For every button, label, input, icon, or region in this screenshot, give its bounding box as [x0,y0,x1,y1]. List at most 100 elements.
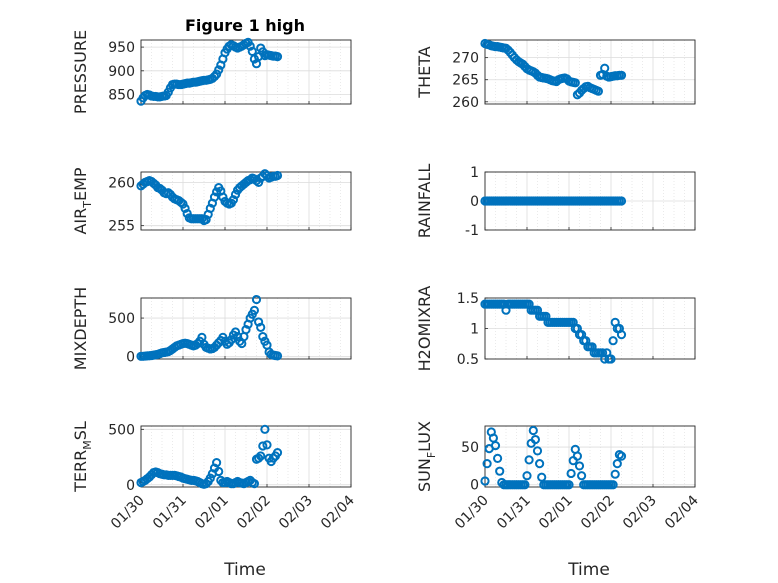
data-point [577,471,587,481]
x-tick-label: 02/04 [318,492,358,532]
subplot-sun-flux: 0 50 SUNFLUX 01/30 01/31 02/01 02/02 02/03 02/04 [415,421,702,532]
y-tick-label: 950 [108,40,135,56]
data-point [260,424,270,434]
x-tick-label: 02/03 [620,493,660,533]
axes-box [140,171,352,231]
data-point [228,195,238,205]
data-point [249,305,259,315]
data-point [532,446,543,456]
data-point [214,65,224,75]
x-tick-label: 01/31 [150,493,190,533]
data-point [537,472,547,482]
y-tick-label: 0 [126,350,135,366]
y-tick-label: 255 [108,219,135,235]
subplot-terr-msl: 0 500 TERRMSL 01/30 01/31 02/01 02/02 02/03 02/0… [71,421,358,532]
y-tick-label: 0 [470,194,479,210]
data-point [256,451,266,461]
data-point [272,51,283,62]
x-tick-label: 01/30 [108,493,148,533]
x-tick-label: 02/04 [662,492,702,532]
y-axis-label: RAINFALL [415,164,434,239]
data-point [214,466,224,477]
axes-box [484,297,696,360]
data-point [482,459,492,469]
data-point [249,479,259,489]
data-point [524,455,534,465]
data-point [606,354,616,364]
axes-box [140,297,352,360]
subplot-air-temp: 255 260 AIRTEMP [71,167,352,235]
subplot-pressure: 850 900 950 PRESSURE [71,30,352,114]
data-point [570,78,580,88]
y-axis-label: TERRMSL [71,421,94,493]
data-point [572,451,583,461]
y-axis-label: PRESSURE [71,30,90,114]
data-point [593,86,604,96]
data-point [535,459,545,469]
figure-title: Figure 1 high [185,16,305,35]
y-tick-label: 50 [461,440,479,456]
data-point [258,441,268,451]
data-point [608,336,618,346]
data-point [272,170,283,181]
y-tick-label: 500 [108,311,135,327]
data-point [564,480,574,490]
data-point [616,196,627,206]
data-point [522,471,532,481]
y-tick-label: 0 [470,478,479,494]
data-point [530,434,541,445]
data-point [574,461,585,471]
y-axis-label: AIRTEMP [71,167,94,234]
subplot-mixdepth: 0 500 MIXDEPTH [71,287,352,370]
data-point [480,476,490,486]
data-point [566,468,576,479]
y-tick-label: 260 [452,95,479,111]
y-tick-label: 0 [126,478,135,494]
data-point [205,203,215,213]
data-point [520,480,530,490]
x-tick-label: 02/03 [276,493,316,533]
data-point [251,294,262,305]
y-tick-label: 900 [108,64,135,80]
y-tick-label: -1 [465,223,479,239]
y-axis-label: MIXDEPTH [71,287,90,370]
data-point [616,451,627,461]
subplot-h2omixra: 0.5 1 1.5 H2OMIXRA [415,286,696,371]
data-point [212,458,222,468]
data-point [616,330,627,340]
data-point [616,70,627,80]
data-point [262,440,272,450]
data-point [201,479,211,489]
x-axis-label-left: Time [223,560,266,580]
x-tick-label: 01/30 [452,493,492,533]
data-point [610,469,620,479]
data-point [256,322,266,332]
data-point [490,440,501,451]
data-point [245,41,255,51]
data-point [230,327,241,337]
x-tick-label: 02/01 [192,493,232,533]
data-point [612,459,622,469]
subplot-rainfall: -1 0 1 RAINFALL [415,164,696,239]
y-tick-label: 1.5 [457,291,479,307]
y-tick-label: 0.5 [457,352,479,368]
data-point [608,480,618,490]
y-tick-label: 260 [108,175,135,191]
data-point [268,453,278,463]
subplot-theta: 260 265 270 THETA [415,38,696,111]
x-tick-label: 02/02 [578,493,618,533]
x-axis-label-right: Time [567,560,610,580]
data-point [528,425,538,436]
data-point [272,351,283,361]
data-point [272,448,283,458]
data-point [493,453,503,463]
data-point [180,203,190,213]
data-point [209,192,220,202]
x-tick-label: 02/02 [234,493,274,533]
x-tick-label: 01/31 [494,493,534,533]
y-axis-label: SUNFLUX [415,421,438,492]
data-point [258,332,268,342]
y-axis-label: THETA [415,46,434,98]
